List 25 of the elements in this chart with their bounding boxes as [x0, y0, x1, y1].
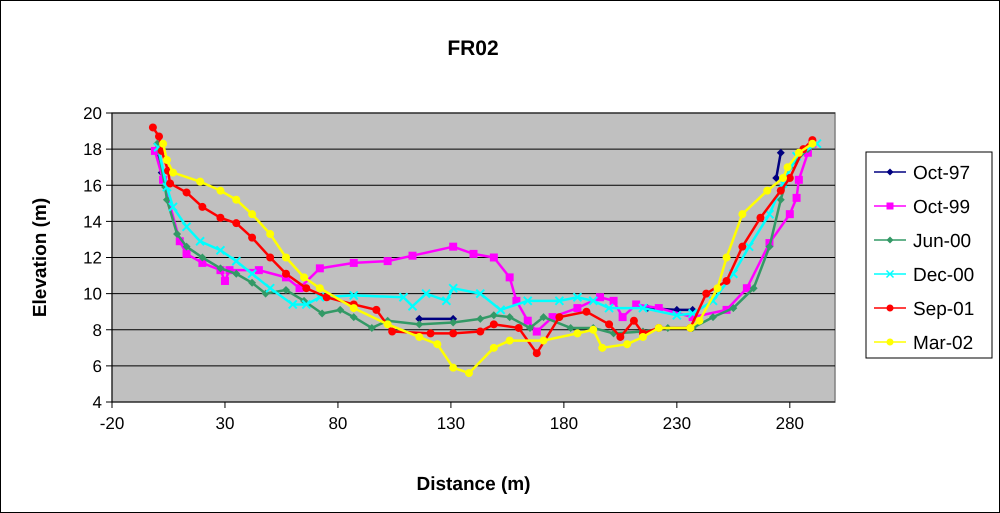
chart-title: FR02 — [447, 37, 499, 60]
y-tick-label: 10 — [83, 284, 102, 304]
y-tick-label: 14 — [83, 212, 102, 232]
y-axis-title: Elevation (m) — [30, 198, 51, 318]
legend-label: Mar-02 — [913, 333, 974, 354]
legend-label: Dec-00 — [913, 265, 974, 286]
x-tick-label: 230 — [662, 414, 692, 433]
y-tick-label: 12 — [83, 248, 102, 268]
y-tick-label: 16 — [83, 176, 102, 196]
legend-label: Oct-99 — [913, 197, 970, 218]
x-tick-label: 130 — [436, 414, 466, 433]
x-tick-label: 80 — [328, 414, 348, 433]
y-tick-label: 6 — [92, 356, 102, 376]
y-tick-label: 4 — [92, 393, 102, 412]
legend-label: Oct-97 — [913, 163, 970, 184]
y-tick-label: 20 — [83, 104, 102, 123]
y-tick-label: 18 — [83, 140, 102, 160]
legend-label: Sep-01 — [913, 299, 974, 320]
x-tick-label: -20 — [100, 414, 124, 433]
x-axis-title: Distance (m) — [416, 474, 531, 495]
legend-label: Jun-00 — [913, 231, 972, 252]
x-tick-label: 180 — [550, 414, 578, 433]
x-tick-label: 280 — [776, 414, 804, 433]
x-tick-label: 30 — [216, 414, 234, 433]
y-tick-label: 8 — [92, 320, 102, 340]
